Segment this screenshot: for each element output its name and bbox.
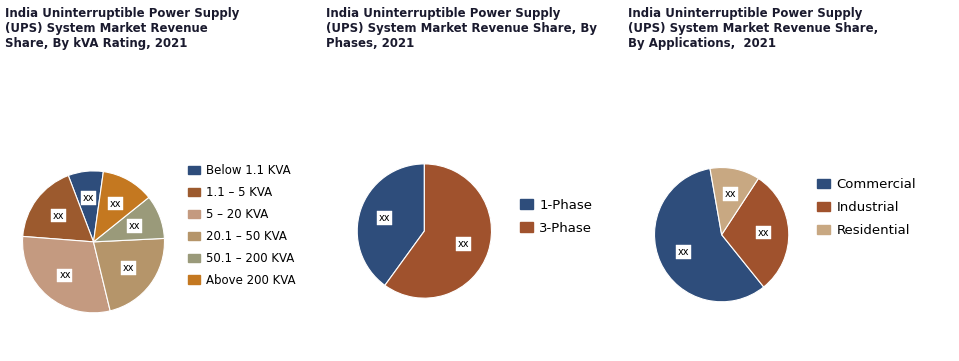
Text: xx: xx <box>758 228 769 238</box>
Text: India Uninterruptible Power Supply
(UPS) System Market Revenue Share, By
Phases,: India Uninterruptible Power Supply (UPS)… <box>326 7 597 50</box>
Text: India Uninterruptible Power Supply
(UPS) System Market Revenue Share,
By Applica: India Uninterruptible Power Supply (UPS)… <box>628 7 878 50</box>
Text: xx: xx <box>109 199 121 209</box>
Wedge shape <box>23 236 110 313</box>
Wedge shape <box>94 197 164 242</box>
Text: xx: xx <box>129 221 140 231</box>
Wedge shape <box>710 168 759 235</box>
Text: xx: xx <box>458 239 470 249</box>
Wedge shape <box>94 238 164 311</box>
Wedge shape <box>94 171 149 242</box>
Wedge shape <box>655 169 763 302</box>
Wedge shape <box>385 164 491 298</box>
Text: xx: xx <box>724 189 736 199</box>
Legend: 1-Phase, 3-Phase: 1-Phase, 3-Phase <box>520 199 593 235</box>
Legend: Commercial, Industrial, Residential: Commercial, Industrial, Residential <box>817 178 917 237</box>
Text: India Uninterruptible Power Supply
(UPS) System Market Revenue
Share, By kVA Rat: India Uninterruptible Power Supply (UPS)… <box>5 7 239 50</box>
Wedge shape <box>358 164 424 285</box>
Text: xx: xx <box>59 270 71 280</box>
Text: xx: xx <box>82 193 94 203</box>
Text: xx: xx <box>123 263 134 273</box>
Wedge shape <box>23 175 94 242</box>
Text: xx: xx <box>379 213 390 223</box>
Wedge shape <box>68 171 104 242</box>
Legend: Below 1.1 KVA, 1.1 – 5 KVA, 5 – 20 KVA, 20.1 – 50 KVA, 50.1 – 200 KVA, Above 200: Below 1.1 KVA, 1.1 – 5 KVA, 5 – 20 KVA, … <box>188 165 295 287</box>
Text: xx: xx <box>678 247 690 257</box>
Wedge shape <box>722 178 788 287</box>
Text: xx: xx <box>53 210 64 221</box>
